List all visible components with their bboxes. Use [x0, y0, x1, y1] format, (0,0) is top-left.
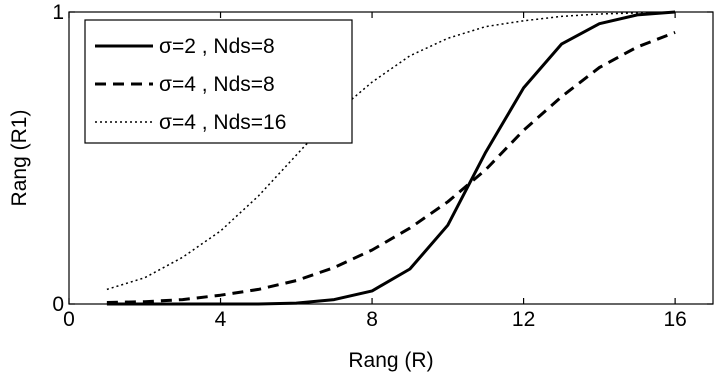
series-line-3 — [106, 11, 676, 291]
x-tick-label: 0 — [63, 308, 75, 331]
x-tick-label: 12 — [512, 308, 535, 331]
legend-box — [84, 19, 353, 144]
legend: σ=2 , Nds=8 σ=4 , Nds=8 σ=4 , Nds=16 — [84, 19, 353, 144]
legend-label-series-2: σ=4 , Nds=8 — [159, 73, 275, 96]
x-axis-label: Rang (R) — [348, 349, 433, 372]
series-lines — [106, 10, 676, 306]
axis-ticks: 0 4 8 12 16 0 1 — [52, 1, 713, 331]
y-tick-label: 0 — [52, 293, 64, 316]
series-line-1 — [106, 10, 676, 306]
legend-label-series-3: σ=4 , Nds=16 — [159, 111, 286, 134]
y-tick-label: 1 — [52, 1, 64, 24]
legend-label-series-1: σ=2 , Nds=8 — [159, 35, 275, 58]
x-tick-label: 16 — [663, 308, 686, 331]
series-line-2 — [106, 31, 676, 304]
x-tick-label: 4 — [215, 308, 227, 331]
y-axis-label: Rang (R1) — [8, 110, 31, 207]
x-tick-label: 8 — [366, 308, 378, 331]
